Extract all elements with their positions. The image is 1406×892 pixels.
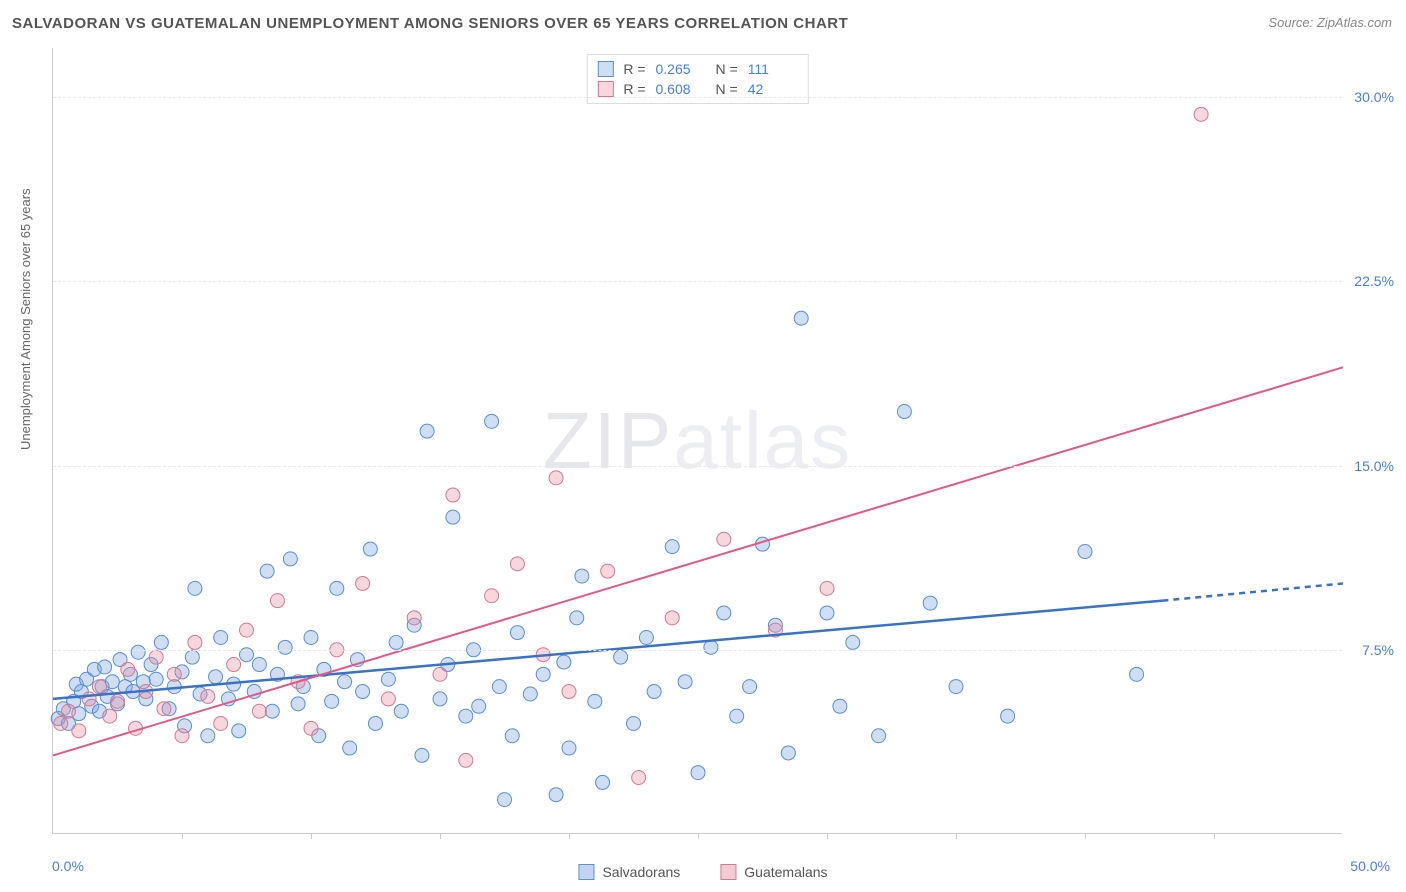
chart-container: SALVADORAN VS GUATEMALAN UNEMPLOYMENT AM… bbox=[0, 0, 1406, 892]
chart-title: SALVADORAN VS GUATEMALAN UNEMPLOYMENT AM… bbox=[12, 15, 848, 32]
swatch-salvadorans bbox=[597, 61, 613, 77]
y-tick-label: 7.5% bbox=[1362, 642, 1394, 658]
r-label: R = bbox=[623, 61, 645, 77]
swatch-guatemalans bbox=[597, 81, 613, 97]
n-value-guatemalans: 42 bbox=[748, 81, 798, 97]
chart-svg bbox=[53, 48, 1342, 833]
plot-area: ZIPatlas R = 0.265 N = 111 R = 0.608 N =… bbox=[52, 48, 1342, 834]
legend-label-guatemalans: Guatemalans bbox=[744, 864, 827, 880]
x-axis-start-label: 0.0% bbox=[52, 858, 84, 874]
legend-label-salvadorans: Salvadorans bbox=[602, 864, 680, 880]
n-label: N = bbox=[716, 81, 738, 97]
y-tick-label: 22.5% bbox=[1354, 273, 1394, 289]
y-tick-label: 30.0% bbox=[1354, 89, 1394, 105]
legend-item-salvadorans: Salvadorans bbox=[578, 864, 680, 880]
n-value-salvadorans: 111 bbox=[748, 61, 798, 77]
n-label: N = bbox=[716, 61, 738, 77]
legend-row-guatemalans: R = 0.608 N = 42 bbox=[597, 79, 797, 99]
r-label: R = bbox=[623, 81, 645, 97]
y-axis-label: Unemployment Among Seniors over 65 years bbox=[18, 188, 33, 450]
legend-item-guatemalans: Guatemalans bbox=[720, 864, 827, 880]
x-axis-end-label: 50.0% bbox=[1350, 858, 1390, 874]
source-attribution: Source: ZipAtlas.com bbox=[1268, 15, 1392, 30]
swatch-guatemalans bbox=[720, 864, 736, 880]
r-value-salvadorans: 0.265 bbox=[656, 61, 706, 77]
legend-series: Salvadorans Guatemalans bbox=[578, 864, 827, 880]
legend-row-salvadorans: R = 0.265 N = 111 bbox=[597, 59, 797, 79]
r-value-guatemalans: 0.608 bbox=[656, 81, 706, 97]
swatch-salvadorans bbox=[578, 864, 594, 880]
y-tick-label: 15.0% bbox=[1354, 458, 1394, 474]
